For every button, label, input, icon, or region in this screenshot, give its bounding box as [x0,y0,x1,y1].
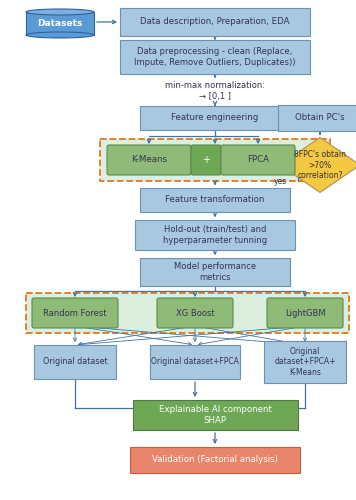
FancyBboxPatch shape [140,188,290,212]
Text: Original dataset+FPCA: Original dataset+FPCA [151,358,239,366]
Text: Random Forest: Random Forest [43,308,107,318]
Text: → [0,1 ]: → [0,1 ] [199,92,231,102]
FancyBboxPatch shape [221,145,295,175]
Text: XG Boost: XG Boost [176,308,214,318]
FancyBboxPatch shape [107,145,191,175]
Text: Data description, Preparation, EDA: Data description, Preparation, EDA [140,18,290,26]
Text: +: + [202,155,210,165]
FancyBboxPatch shape [34,345,116,379]
Text: yes: yes [273,178,287,186]
Text: Feature transformation: Feature transformation [165,196,265,204]
Ellipse shape [26,32,94,38]
Text: Explainable AI component
SHAP: Explainable AI component SHAP [158,406,271,424]
FancyBboxPatch shape [157,298,233,328]
Text: Validation (Factorial analysis): Validation (Factorial analysis) [152,456,278,464]
Text: Original
dataset+FPCA+
K-Means: Original dataset+FPCA+ K-Means [274,347,336,377]
Text: Feature engineering: Feature engineering [171,114,258,122]
Text: Datasets: Datasets [37,20,83,28]
Text: Obtain PC's: Obtain PC's [295,114,345,122]
FancyBboxPatch shape [277,105,356,131]
Ellipse shape [26,9,94,15]
Text: Model performance
metrics: Model performance metrics [174,262,256,281]
FancyBboxPatch shape [264,341,346,383]
Text: K-Means: K-Means [131,156,167,164]
Text: Original dataset: Original dataset [43,358,107,366]
FancyBboxPatch shape [32,298,118,328]
Text: FPCA: FPCA [247,156,269,164]
FancyBboxPatch shape [140,258,290,286]
FancyBboxPatch shape [26,12,94,35]
Text: min-max normalization:: min-max normalization: [165,82,265,90]
FancyBboxPatch shape [120,40,310,74]
FancyBboxPatch shape [130,447,300,473]
Text: LightGBM: LightGBM [285,308,325,318]
Polygon shape [280,138,356,192]
FancyBboxPatch shape [140,106,290,130]
FancyBboxPatch shape [100,139,330,181]
Text: Hold-out (train/test) and
hyperparameter tunning: Hold-out (train/test) and hyperparameter… [163,226,267,244]
FancyBboxPatch shape [26,293,349,333]
Text: Data preprocessing - clean (Replace,
Impute, Remove Outliers, Duplicates)): Data preprocessing - clean (Replace, Imp… [134,48,296,66]
FancyBboxPatch shape [150,345,240,379]
FancyBboxPatch shape [267,298,343,328]
FancyBboxPatch shape [120,8,310,36]
FancyBboxPatch shape [132,400,298,430]
FancyBboxPatch shape [135,220,295,250]
FancyBboxPatch shape [191,145,221,175]
Text: 8FPC's obtain
>70%
correlation?: 8FPC's obtain >70% correlation? [294,150,346,180]
